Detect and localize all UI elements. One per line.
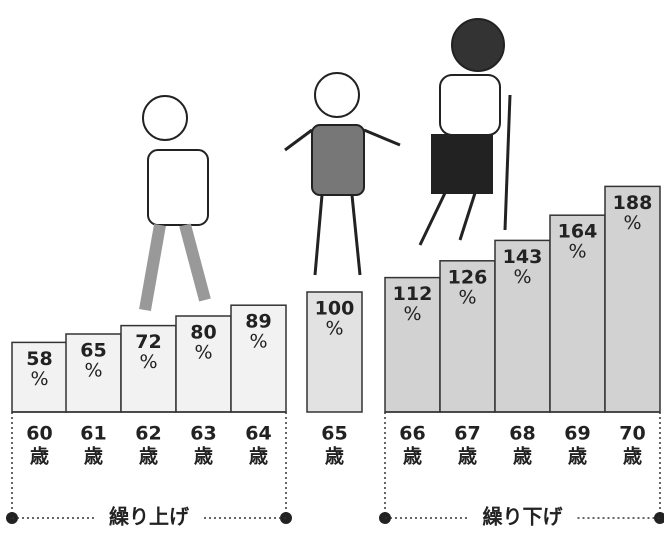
category-unit: 歳 [84,446,103,468]
category-label: 63 [190,423,216,445]
value-label: 100 [315,298,355,320]
value-unit: % [84,360,102,382]
category-unit: 歳 [568,446,587,468]
value-label: 188 [613,192,653,214]
chart: 58%60歳65%61歳72%62歳80%63歳89%64歳100%65歳112… [0,0,664,533]
group-label: 繰り下げ [483,505,564,529]
category-unit: 歳 [325,446,344,468]
category-unit: 歳 [513,446,532,468]
value-unit: % [139,351,157,373]
category-unit: 歳 [623,446,642,468]
value-unit: % [30,368,48,390]
value-label: 164 [558,221,598,243]
category-unit: 歳 [30,446,49,468]
category-unit: 歳 [403,446,422,468]
category-unit: 歳 [194,446,213,468]
category-label: 69 [564,423,590,445]
value-unit: % [194,342,212,364]
value-unit: % [623,212,641,234]
value-label: 65 [80,340,106,362]
group-label: 繰り上げ [109,505,190,529]
value-label: 58 [26,348,52,370]
value-unit: % [513,266,531,288]
category-label: 65 [321,423,347,445]
value-label: 126 [448,266,488,288]
category-label: 66 [399,423,425,445]
category-unit: 歳 [249,446,268,468]
value-unit: % [325,318,343,340]
value-unit: % [249,331,267,353]
category-label: 67 [454,423,480,445]
value-unit: % [403,303,421,325]
category-label: 60 [26,423,52,445]
category-label: 62 [135,423,161,445]
value-label: 112 [393,283,433,305]
category-label: 70 [619,423,645,445]
value-label: 72 [135,331,161,353]
category-label: 61 [80,423,106,445]
category-unit: 歳 [139,446,158,468]
value-label: 89 [245,311,271,333]
category-label: 68 [509,423,535,445]
category-label: 64 [245,423,271,445]
value-label: 143 [503,246,543,268]
value-unit: % [458,286,476,308]
value-unit: % [568,241,586,263]
value-label: 80 [190,322,216,344]
category-unit: 歳 [458,446,477,468]
